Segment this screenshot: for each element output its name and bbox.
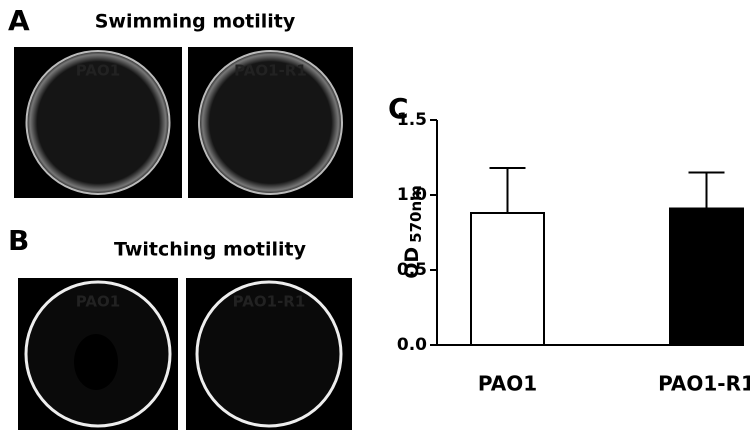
- y-axis-label: OD 570nm: [401, 185, 425, 279]
- y-tick-label: 0.0: [397, 335, 427, 355]
- twitch-zone: [74, 334, 118, 390]
- panel-title: Twitching motility: [114, 239, 307, 261]
- plate-label: PAO1-R1: [233, 293, 306, 311]
- panel-label: B: [8, 224, 29, 257]
- y-tick-label: 0.5: [397, 260, 427, 280]
- panel-label: C: [388, 92, 409, 125]
- panel-title: Swimming motility: [95, 11, 296, 33]
- y-axis-label-main: OD: [401, 247, 423, 279]
- y-axis-label-sub: 570nm: [407, 185, 425, 243]
- plate-label: PAO1: [76, 293, 120, 311]
- bar: [470, 212, 545, 346]
- y-tick-label: 1.0: [397, 185, 427, 205]
- plate-label: PAO1: [76, 62, 120, 80]
- x-tick-label: PAO1-R1: [658, 372, 750, 396]
- y-tick-label: 1.5: [397, 110, 427, 130]
- panel-label: A: [8, 4, 30, 37]
- plate-label: PAO1-R1: [234, 62, 307, 80]
- bar: [669, 207, 744, 346]
- x-tick-label: PAO1: [478, 372, 537, 396]
- plate-rim: [198, 50, 343, 195]
- plate-rim: [195, 280, 343, 428]
- plate-rim: [25, 50, 171, 195]
